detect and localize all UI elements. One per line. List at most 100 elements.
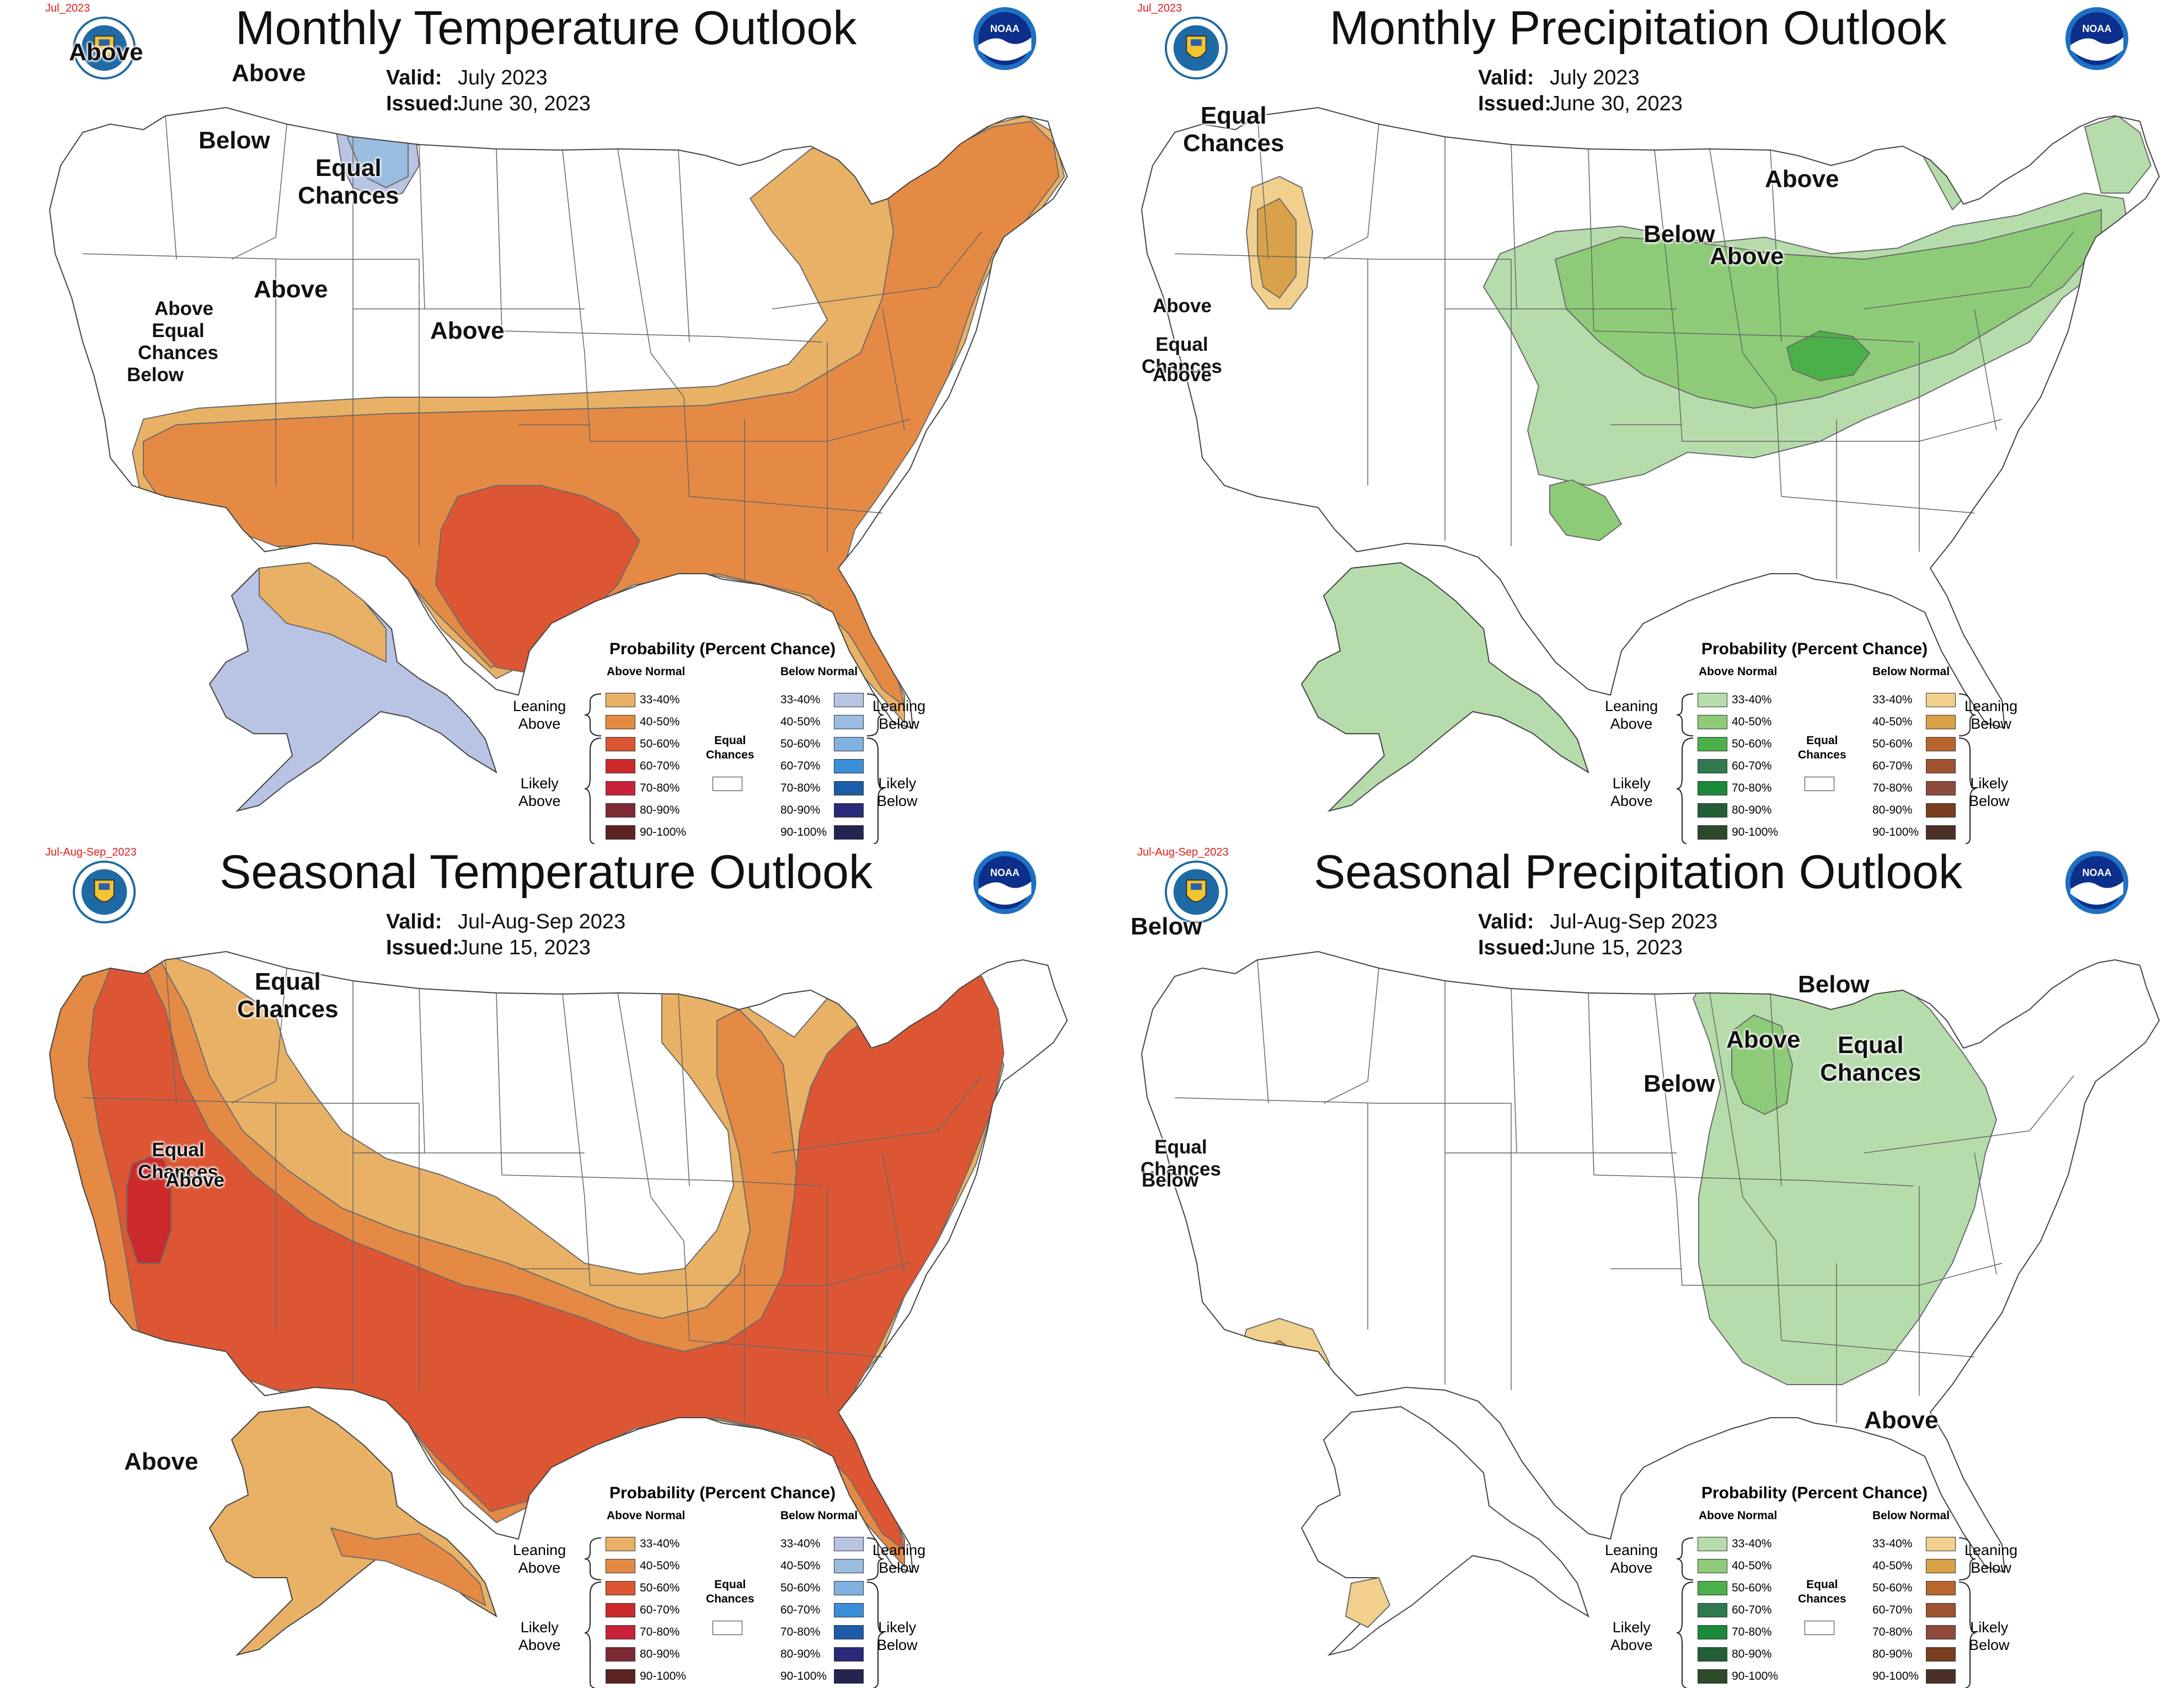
legend-above-swatch [1698,1625,1727,1639]
legend-likely-below: Likely Below [877,775,918,809]
legend-above-header: Above Normal [1699,665,1778,678]
legend-above-range: 33-40% [1732,693,1772,706]
above-probability-region [2079,1444,2113,1540]
doc-seal-logo [72,15,137,81]
map-region-label: Above [154,298,213,319]
legend-below-swatch [834,715,864,729]
legend-below-swatch [1926,1537,1956,1551]
legend-above-swatch [606,737,635,751]
map-region-label: Below [1142,1169,1199,1191]
legend-above-swatch [606,803,635,818]
period-tag: Jul-Aug-Sep_2023 [1137,846,1229,858]
legend-leaning-above: Leaning Above [1605,698,1658,732]
legend-leaning-below: Leaning Below [872,698,926,732]
valid-date: Valid: July 2023 [386,66,548,89]
legend-below-range: 33-40% [1872,693,1913,706]
doc-seal-logo [1164,15,1229,81]
issued-date: Issued:June 15, 2023 [386,936,591,959]
legend-above-header: Above Normal [607,1509,686,1522]
legend-above-range: 33-40% [1732,1537,1772,1550]
legend-below-header: Below Normal [780,1509,858,1522]
map-region-label: Above [1765,165,1839,193]
legend-leaning-above: Leaning Above [1605,1542,1658,1576]
above-probability-region [1549,479,1623,542]
map-region-label: Above [1153,295,1212,317]
period-tag: Jul_2023 [45,2,90,14]
legend-equal-chances-swatch [1805,1621,1834,1635]
noaa-logo: NOAA [972,850,1038,916]
legend-below-range: 70-80% [780,1626,821,1638]
legend-below-swatch [1926,803,1956,818]
legend-below-range: 50-60% [1872,1582,1913,1594]
legend-equal-chances-swatch [713,777,742,791]
legend-above-range: 50-60% [1732,738,1772,750]
legend-above-range: 90-100% [640,1670,687,1682]
legend-below-swatch [1926,1669,1956,1684]
legend-below-range: 60-70% [1872,760,1913,772]
noaa-logo: NOAA [972,6,1038,72]
legend-above-swatch [1698,1647,1727,1662]
above-probability-region [1731,1014,1794,1115]
legend-above-header: Above Normal [1699,1509,1778,1522]
outlook-map [49,950,1068,1656]
legend-below-range: 33-40% [1872,1537,1913,1550]
legend-below-range: 40-50% [780,1559,821,1572]
legend-above-swatch [1698,1581,1727,1595]
legend-below-swatch [1926,693,1956,707]
outlook-map [1141,106,2160,812]
panel-monthly-precipitation: NOAA Jul_2023 Monthly Precipitation Outloo… [1092,0,2184,844]
map-region-label: Above [1726,1026,1801,1053]
noaa-logo: NOAA [2064,850,2130,916]
legend-above-range: 40-50% [640,715,680,728]
legend-below-header: Below Normal [780,665,858,678]
legend-equal-chances-swatch [1805,777,1834,791]
legend-below-range: 60-70% [780,1604,821,1616]
legend-below-swatch [834,1603,864,1617]
legend-below-range: 90-100% [780,826,827,838]
legend-above-range: 90-100% [640,826,687,838]
legend-below-range: 40-50% [780,715,821,728]
legend-leaning-below: Leaning Below [1964,698,2018,732]
legend-above-range: 50-60% [1732,1582,1772,1594]
legend-below-range: 40-50% [1872,1559,1913,1572]
svg-text:NOAA: NOAA [991,23,1020,34]
legend-below-range: 90-100% [1872,1670,1919,1682]
map-region-label: Equal Chances [1142,334,1222,377]
legend-above-swatch [606,1625,635,1639]
probability-legend: Probability (Percent Chance) Above Normal… [507,640,925,844]
legend-below-swatch [834,693,864,707]
legend-below-swatch [834,737,864,751]
legend-braces [584,1537,884,1688]
outlook-map [1141,950,2160,1656]
legend-below-swatch [834,1559,864,1573]
legend-below-swatch [834,1669,864,1684]
legend-below-swatch [834,1647,864,1662]
valid-date: Valid: Jul-Aug-Sep 2023 [1478,910,1718,933]
issued-date: Issued:June 30, 2023 [1478,92,1683,115]
map-region-label: Below [127,364,184,386]
alaska-region [208,562,497,812]
legend-leaning-above: Leaning Above [513,698,566,732]
legend-below-range: 80-90% [780,804,821,816]
valid-date: Valid: July 2023 [1478,66,1640,89]
period-tag: Jul_2023 [1137,2,1182,14]
legend-below-range: 70-80% [1872,1626,1913,1638]
legend-below-swatch [834,781,864,795]
legend-likely-above: Likely Above [1610,775,1653,809]
map-region-label: Below [1798,971,1870,998]
legend-below-range: 60-70% [780,760,821,772]
legend-below-swatch [1926,759,1956,773]
legend-below-swatch [1926,1625,1956,1639]
map-region-label: Equal Chances [237,968,339,1023]
legend-below-swatch [1926,825,1956,840]
svg-text:NOAA: NOAA [2083,867,2112,878]
doc-seal-logo [1164,859,1229,925]
legend-above-range: 70-80% [1732,782,1772,794]
legend-above-range: 80-90% [1732,1648,1772,1660]
legend-below-range: 80-90% [780,1648,821,1660]
map-region-label: Below [1131,913,1202,940]
legend-below-swatch [1926,1603,1956,1617]
legend-leaning-below: Leaning Below [872,1542,926,1576]
legend-above-range: 33-40% [640,693,680,706]
map-region-label: Below [199,127,270,154]
